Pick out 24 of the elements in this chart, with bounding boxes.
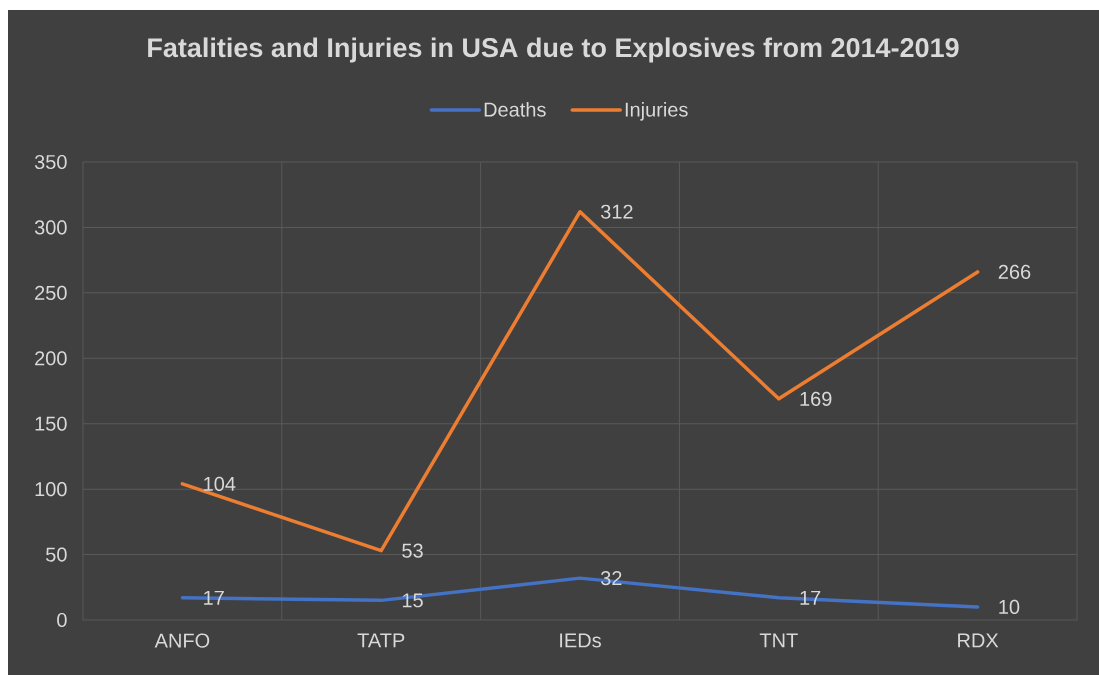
data-label: 266 bbox=[998, 264, 1031, 279]
y-tick-label: 200 bbox=[35, 351, 67, 366]
legend-label: Injuries bbox=[625, 102, 688, 121]
x-tick-label: ANFO bbox=[154, 633, 210, 648]
data-label: 17 bbox=[800, 590, 821, 605]
data-label: 10 bbox=[999, 599, 1020, 614]
y-tick-label: 150 bbox=[35, 416, 67, 431]
x-tick-label: RDX bbox=[958, 633, 999, 648]
data-label: 104 bbox=[204, 476, 236, 491]
data-label: 17 bbox=[204, 590, 224, 605]
x-tick-label: TNT bbox=[759, 633, 798, 648]
data-label: 53 bbox=[402, 543, 423, 558]
y-tick-label: 100 bbox=[35, 482, 67, 497]
data-label: 312 bbox=[600, 204, 633, 219]
y-tick-label: 0 bbox=[57, 612, 67, 628]
y-tick-label: 350 bbox=[34, 154, 67, 170]
chart-title: Fatalities and Injuries in USA due to Explosives from 2014-2019 bbox=[148, 37, 959, 63]
data-label: 169 bbox=[800, 391, 832, 406]
y-tick-label: 300 bbox=[34, 220, 67, 235]
legend-label: Deaths bbox=[484, 102, 546, 117]
y-tick-label: 250 bbox=[35, 285, 67, 300]
x-tick-label: IEDs bbox=[560, 633, 601, 648]
x-tick-label: TATP bbox=[357, 633, 405, 648]
y-tick-label: 50 bbox=[46, 547, 67, 562]
